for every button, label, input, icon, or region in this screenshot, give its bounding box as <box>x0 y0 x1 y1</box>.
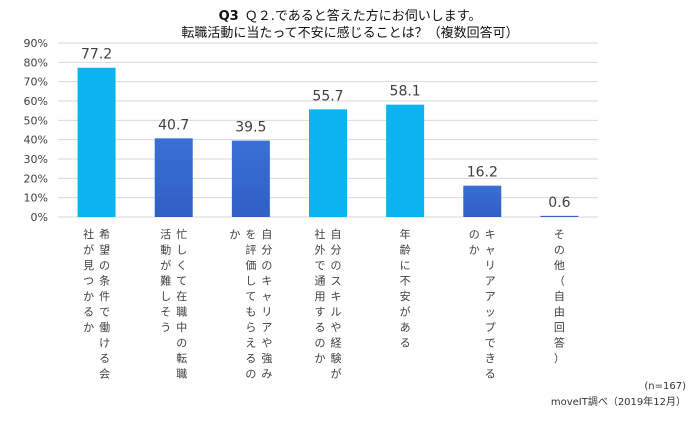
category-label-text: 自分のキャリアや強みを評価してもらえるのか <box>229 228 272 381</box>
category-label-text: 忙しくて在職中の転職活動が難しそう <box>160 227 187 381</box>
bar <box>309 109 347 217</box>
category-label: 自分のスキルや経験が社外で通用するのか <box>315 227 342 381</box>
y-tick-label: 0% <box>31 211 48 224</box>
data-label: 77.2 <box>81 47 112 63</box>
bar <box>386 104 425 217</box>
category-label-text: 自分のスキルや経験が社外で通用するのか <box>315 227 342 381</box>
title-line-1: Ｑ２.であると答えた方にお伺いします。 <box>244 9 482 24</box>
category-label-text: キャリアアップできるのか <box>469 228 496 381</box>
question-number: Q3 <box>218 9 239 24</box>
bar <box>77 67 116 217</box>
y-tick-label: 30% <box>24 153 48 166</box>
sample-size-note: (n=167) <box>644 381 686 392</box>
y-tick-label: 80% <box>24 56 48 69</box>
bar <box>463 185 502 217</box>
category-label-text: 年齢に不安がある <box>400 227 411 350</box>
y-tick-label: 60% <box>24 95 48 108</box>
chart-title: Q3 Ｑ２.であると答えた方にお伺いします。 転職活動に当たって不安に感じることは… <box>0 8 700 42</box>
category-label: キャリアアップできるのか <box>469 228 496 381</box>
category-label-text: 希望の条件で働ける会社が見つかるか <box>83 227 110 381</box>
category-label: 忙しくて在職中の転職活動が難しそう <box>160 227 187 381</box>
data-label: 16.2 <box>467 165 498 181</box>
data-label: 40.7 <box>158 117 189 133</box>
title-line-2: 転職活動に当たって不安に感じることは？（複数回答可） <box>181 26 519 41</box>
bar <box>154 138 193 217</box>
y-tick-label: 70% <box>24 76 48 89</box>
data-label: 39.5 <box>235 120 266 136</box>
category-label: 自分のキャリアや強みを評価してもらえるのか <box>229 228 272 381</box>
chart-footer: (n=167) moveIT調べ（2019年12月） <box>551 379 686 411</box>
y-tick-label: 10% <box>24 192 48 205</box>
data-label: 58.1 <box>390 84 421 100</box>
category-label: その他（自由回答） <box>554 228 565 365</box>
data-label: 0.6 <box>548 195 570 211</box>
bar <box>540 215 579 217</box>
bar <box>231 140 270 217</box>
data-label: 55.7 <box>312 88 343 104</box>
category-label-text: その他（自由回答） <box>554 228 565 365</box>
category-label: 希望の条件で働ける会社が見つかるか <box>83 227 110 381</box>
category-label: 年齢に不安がある <box>400 227 411 350</box>
y-tick-label: 40% <box>24 134 48 147</box>
source-note: moveIT調べ（2019年12月） <box>550 397 686 408</box>
y-tick-label: 20% <box>24 172 48 185</box>
y-tick-label: 90% <box>24 37 48 50</box>
y-tick-label: 50% <box>24 114 48 127</box>
